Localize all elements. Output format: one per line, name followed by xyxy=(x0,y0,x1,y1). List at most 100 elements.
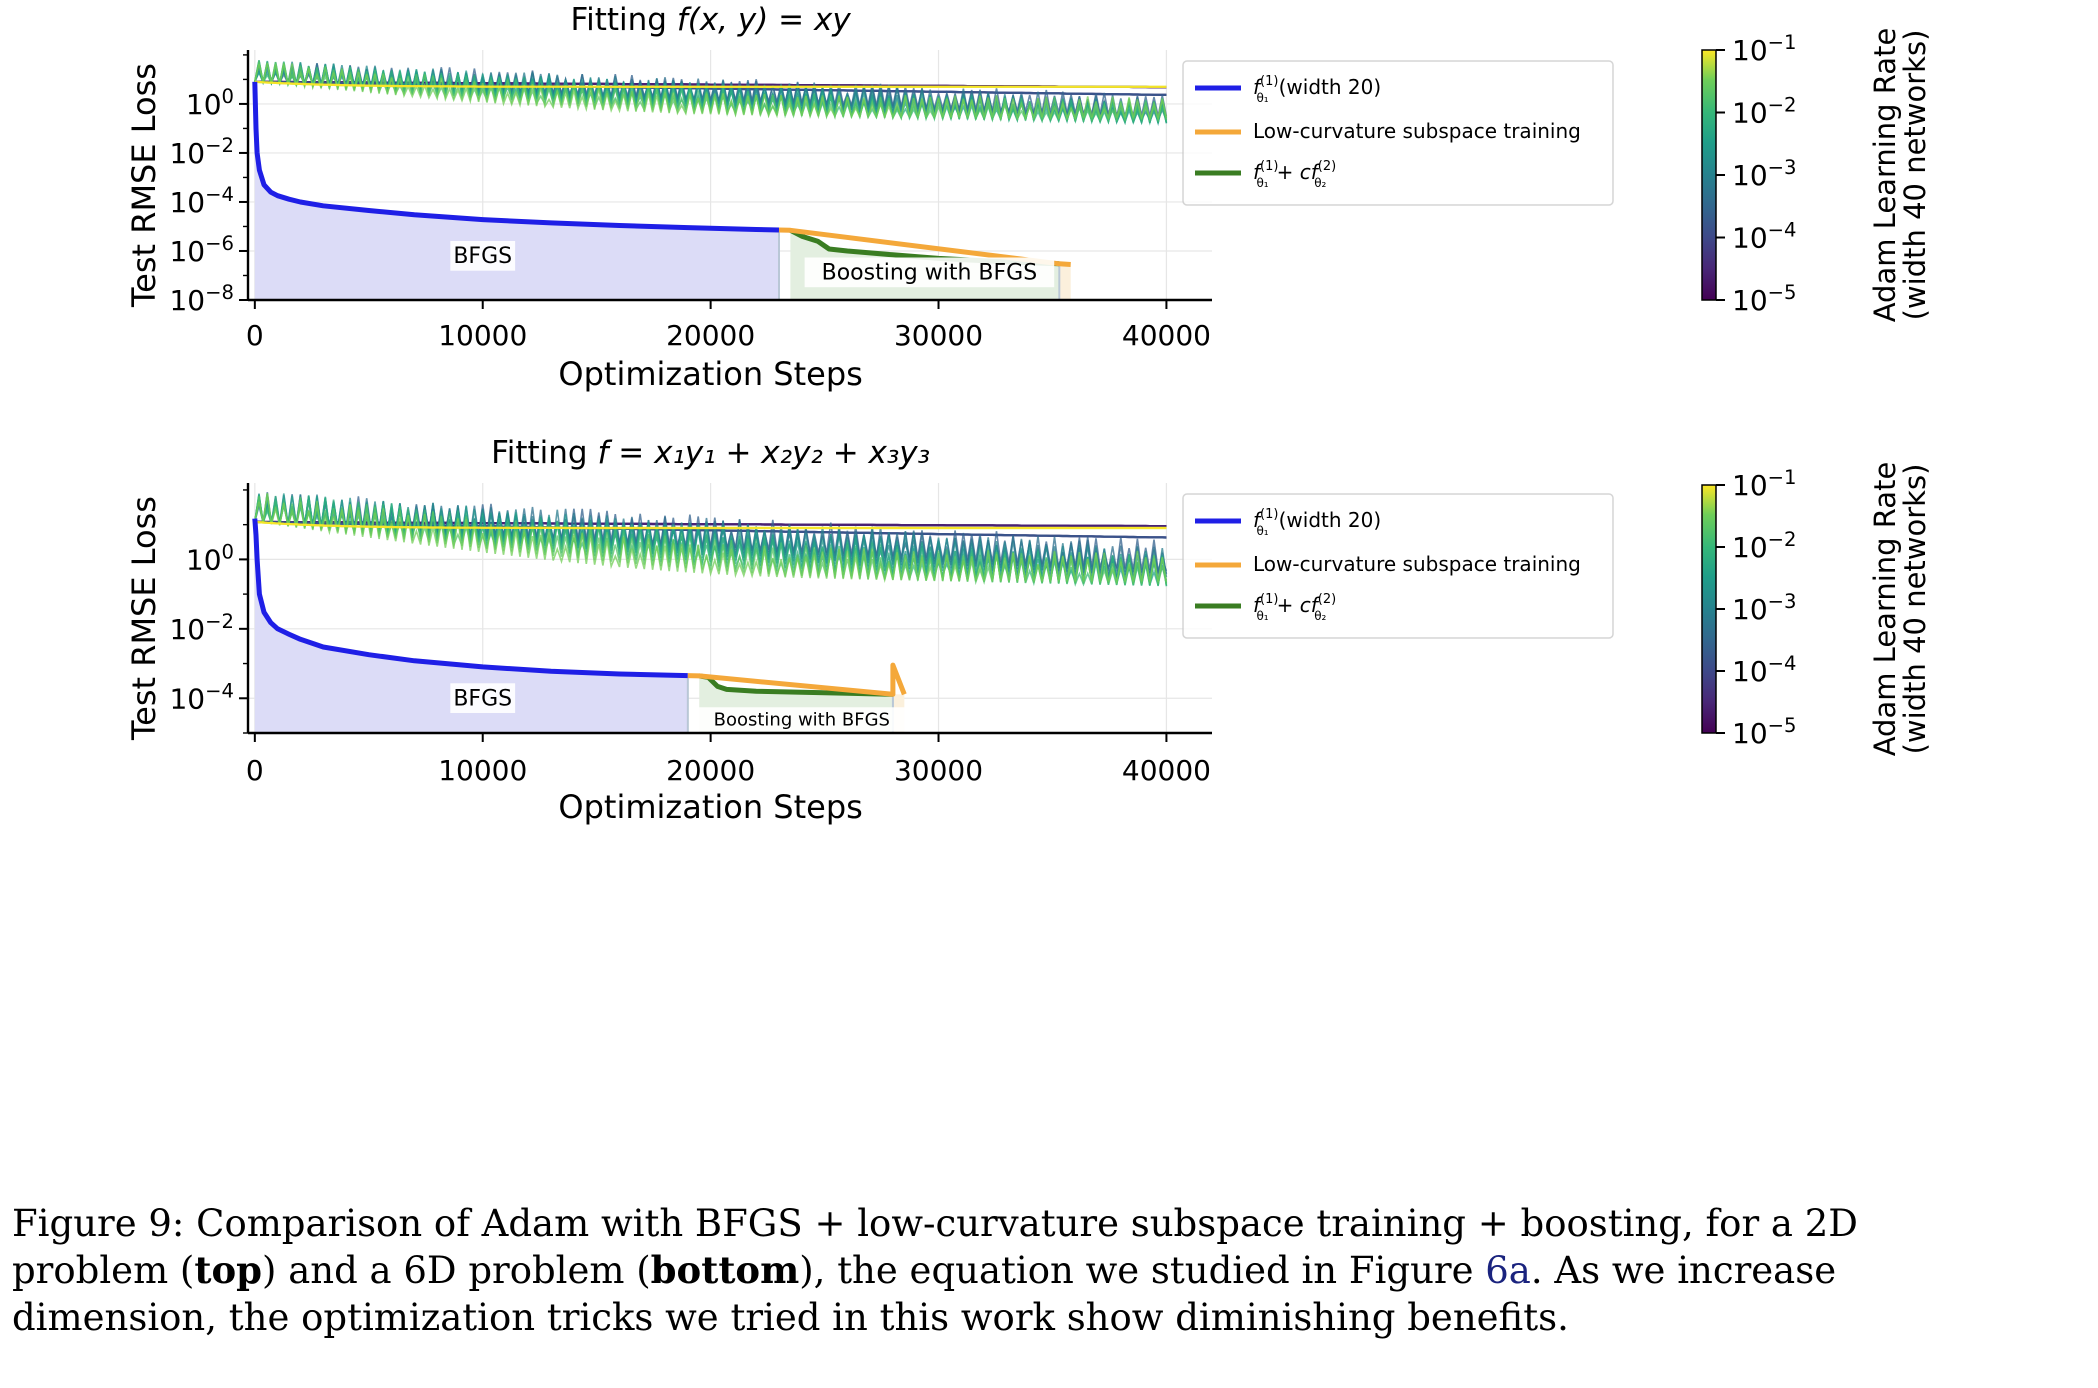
adam-curve xyxy=(254,493,1168,585)
legend-sup: (2) xyxy=(1318,592,1336,607)
y-tick-label: 100 xyxy=(186,84,234,121)
colorbar-label-secondary: (width 40 networks) xyxy=(1898,464,1932,755)
colorbar-gradient xyxy=(1701,484,1717,734)
bfgs-loss-line xyxy=(252,81,780,233)
colorbar-gradient xyxy=(1701,49,1717,301)
y-axis-label: Test RMSE Loss xyxy=(125,496,163,741)
colorbar-tick-label: 10−3 xyxy=(1732,590,1797,627)
adam-curve xyxy=(254,520,1167,530)
bottom-chart-panel: BFGS Boosting with BFGS 0 10000 20000 30000 40… xyxy=(125,435,1932,826)
colorbar-tick-label: 10−1 xyxy=(1732,466,1797,503)
exponent: −2 xyxy=(1768,93,1797,116)
adam-curve xyxy=(254,80,1167,88)
x-tick-label: 10000 xyxy=(438,754,527,787)
exponent: −5 xyxy=(1768,281,1797,304)
exponent: −2 xyxy=(205,609,234,632)
legend-sup: (1) xyxy=(1260,74,1278,89)
y-tick-label: 10−4 xyxy=(169,182,234,219)
exponent: −4 xyxy=(205,679,234,702)
exponent: −4 xyxy=(205,182,234,205)
bfgs-region-label: BFGS xyxy=(450,240,516,271)
colorbar-tick-label: 10−4 xyxy=(1732,652,1797,689)
plot-area: BFGS Boosting with BFGS xyxy=(248,483,1212,733)
legend-math: f xyxy=(1253,508,1263,532)
caption-text: . As we increase xyxy=(1530,1249,1837,1292)
legend: f(1) θ₁ (width 20)Low-curvature subspace t… xyxy=(1182,493,1614,639)
boosting-region-label: Boosting with BFGS xyxy=(698,707,905,732)
legend-item-low-curvature: Low-curvature subspace training xyxy=(1253,552,1581,576)
x-tick-label: 40000 xyxy=(1122,319,1211,352)
colorbar-tick-label: 10−3 xyxy=(1732,156,1797,193)
x-axis-label: Optimization Steps xyxy=(558,788,862,826)
chart-title-math: f(x, y) = xy xyxy=(677,2,852,38)
x-tick-label: 20000 xyxy=(666,319,755,352)
boosting-region-label: Boosting with BFGS xyxy=(804,257,1055,288)
exponent: −1 xyxy=(1768,466,1797,489)
colorbar-label: Adam Learning Rate xyxy=(1868,462,1902,757)
legend-math: + cf xyxy=(1277,160,1321,184)
caption-text: ), the equation we studied in Figure xyxy=(799,1249,1486,1292)
bfgs-region-label-text: BFGS xyxy=(453,244,512,269)
legend-math: f xyxy=(1253,593,1263,617)
caption-bold-bottom: bottom xyxy=(650,1248,800,1292)
boosting-region-label-text: Boosting with BFGS xyxy=(822,260,1038,285)
legend-math: + cf xyxy=(1277,593,1321,617)
x-tick-label: 0 xyxy=(246,754,264,787)
x-tick-label: 30000 xyxy=(894,754,983,787)
exponent: 0 xyxy=(222,540,234,563)
legend-math: f xyxy=(1253,75,1263,99)
chart-title-math: f = x₁y₁ + x₂y₂ + x₃y₃ xyxy=(597,435,930,471)
y-tick-label: 10−8 xyxy=(169,281,234,318)
legend-math: f xyxy=(1253,160,1263,184)
legend-sub: θ₁ xyxy=(1256,524,1268,538)
legend-suffix: (width 20) xyxy=(1279,508,1382,532)
legend-item-bfgs: f(1) θ₁ (width 20) xyxy=(1253,74,1381,105)
adam-learning-rate-curves xyxy=(254,60,1168,127)
adam-learning-rate-curves xyxy=(254,492,1168,587)
legend-sub: θ₁ xyxy=(1256,91,1268,105)
x-tick-label: 10000 xyxy=(438,319,527,352)
figure-reference-link[interactable]: 6a xyxy=(1485,1249,1531,1292)
x-tick-label: 0 xyxy=(246,319,264,352)
y-tick-label: 10−4 xyxy=(169,679,234,716)
legend-item-bfgs: f(1) θ₁ (width 20) xyxy=(1253,507,1381,538)
exponent: −8 xyxy=(205,281,234,304)
exponent: −1 xyxy=(1768,31,1797,54)
chart-title: Fitting f(x, y) = xy xyxy=(571,2,852,38)
caption-text: problem ( xyxy=(12,1249,195,1292)
y-axis-label: Test RMSE Loss xyxy=(125,63,163,308)
exponent: −3 xyxy=(1768,156,1797,179)
y-tick-label: 10−6 xyxy=(169,231,234,268)
legend-sub: θ₁ xyxy=(1256,609,1268,623)
bfgs-region-label: BFGS xyxy=(450,683,516,713)
legend-box xyxy=(1182,493,1614,639)
legend-sup: (1) xyxy=(1260,159,1278,174)
x-axis-label: Optimization Steps xyxy=(558,355,862,393)
colorbar-tick-label: 10−4 xyxy=(1732,218,1797,255)
exponent: −5 xyxy=(1768,714,1797,737)
legend-suffix: (width 20) xyxy=(1279,75,1382,99)
colorbar-label: Adam Learning Rate xyxy=(1868,28,1902,323)
exponent: −4 xyxy=(1768,652,1797,675)
top-chart-panel: BFGS Boosting with BFGS 0 10000 20000 30000 40… xyxy=(125,2,1932,393)
y-tick-label: 100 xyxy=(186,540,234,577)
figure-caption: Figure 9: Comparison of Adam with BFGS +… xyxy=(12,1200,2092,1341)
legend-item-boosting: f(1) θ₁ + cf(2) θ₂ xyxy=(1253,159,1336,190)
legend-item-low-curvature: Low-curvature subspace training xyxy=(1253,119,1581,143)
legend-item-boosting: f(1) θ₁ + cf(2) θ₂ xyxy=(1253,592,1336,623)
exponent: 0 xyxy=(222,84,234,107)
x-tick-label: 40000 xyxy=(1122,754,1211,787)
x-tick-label: 20000 xyxy=(666,754,755,787)
exponent: −2 xyxy=(1768,528,1797,551)
boosting-region-label-text: Boosting with BFGS xyxy=(714,709,890,730)
boosting-region-label-box xyxy=(698,707,905,732)
caption-line-2: problem (top) and a 6D problem (bottom),… xyxy=(12,1247,2092,1294)
bfgs-shaded-region xyxy=(254,518,688,733)
legend: f(1) θ₁ (width 20)Low-curvature subspace t… xyxy=(1182,60,1614,206)
low-curvature-shaded-region xyxy=(1059,264,1071,300)
low-curvature-loss-line xyxy=(687,662,907,697)
caption-line-3: dimension, the optimization tricks we tr… xyxy=(12,1296,1569,1339)
bfgs-region-label-box xyxy=(450,683,516,713)
colorbar: 10−1 10−2 10−3 10−4 10−5 Adam Learning Rate(w… xyxy=(1701,28,1932,323)
colorbar: 10−1 10−2 10−3 10−4 10−5 Adam Learning Rate(w… xyxy=(1701,462,1932,757)
